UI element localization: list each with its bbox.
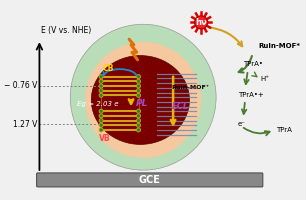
Text: ECL: ECL xyxy=(172,102,189,111)
Circle shape xyxy=(99,84,103,88)
Text: RuIn-MOF⁺: RuIn-MOF⁺ xyxy=(171,85,209,90)
Circle shape xyxy=(136,123,140,127)
Text: TPrA•+: TPrA•+ xyxy=(237,92,263,98)
Circle shape xyxy=(99,114,103,118)
Ellipse shape xyxy=(91,56,189,144)
Text: 1.27 V: 1.27 V xyxy=(13,120,38,129)
Text: − 0.76 V: − 0.76 V xyxy=(4,81,38,90)
Circle shape xyxy=(99,75,103,79)
FancyBboxPatch shape xyxy=(37,173,263,187)
Circle shape xyxy=(136,93,140,97)
Circle shape xyxy=(99,79,103,83)
Text: RuIn-MOF*: RuIn-MOF* xyxy=(258,43,300,49)
Circle shape xyxy=(99,109,103,113)
Text: TPrA: TPrA xyxy=(276,127,292,133)
Circle shape xyxy=(136,75,140,79)
Circle shape xyxy=(99,89,103,93)
Circle shape xyxy=(136,89,140,93)
Circle shape xyxy=(70,24,216,170)
Text: VB: VB xyxy=(99,134,111,143)
Circle shape xyxy=(136,119,140,123)
Circle shape xyxy=(136,79,140,83)
Text: hν: hν xyxy=(195,18,207,27)
Circle shape xyxy=(136,84,140,88)
Circle shape xyxy=(85,42,201,158)
Circle shape xyxy=(136,128,140,132)
Circle shape xyxy=(99,128,103,132)
Text: E (V vs. NHE): E (V vs. NHE) xyxy=(41,26,91,35)
Circle shape xyxy=(136,114,140,118)
Circle shape xyxy=(195,16,208,29)
Text: Eg = 2.03 e: Eg = 2.03 e xyxy=(77,101,118,107)
Circle shape xyxy=(99,119,103,123)
Text: e⁻: e⁻ xyxy=(237,121,246,127)
Circle shape xyxy=(136,109,140,113)
Circle shape xyxy=(99,123,103,127)
Text: GCE: GCE xyxy=(139,175,161,185)
Text: TPrA•: TPrA• xyxy=(243,61,263,67)
Text: H⁺: H⁺ xyxy=(260,76,269,82)
Circle shape xyxy=(99,93,103,97)
Text: PL: PL xyxy=(136,99,148,108)
Text: CB: CB xyxy=(103,64,114,73)
